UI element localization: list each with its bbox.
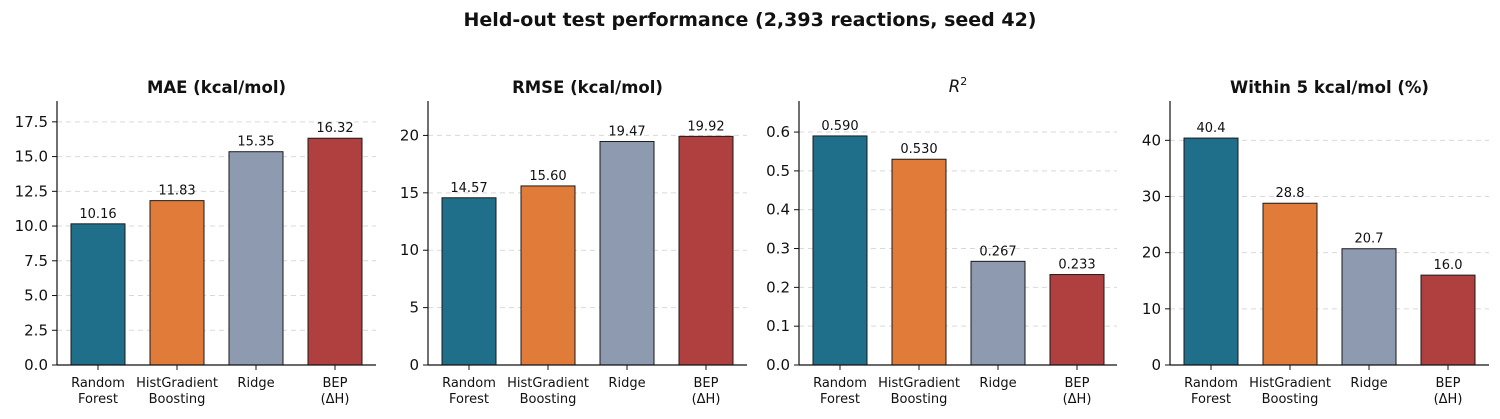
chart-panel-2: 14.57 Random Forest 15.60 HistGradient Boosti… xyxy=(400,78,747,407)
data-label: 16.0 xyxy=(1434,258,1463,273)
y-tick-label: 0 xyxy=(1151,356,1161,374)
x-tick-label: Ridge xyxy=(608,376,645,391)
panel-title: MAE (kcal/mol) xyxy=(147,78,286,97)
y-tick-label: 30 xyxy=(1142,187,1161,205)
x-tick-label: Random Forest xyxy=(442,376,496,407)
bar-3 xyxy=(599,141,655,366)
x-tick-label: BEP (ΔH) xyxy=(692,376,721,407)
data-label: 10.16 xyxy=(79,207,116,222)
y-tick-label: 0.2 xyxy=(766,278,790,296)
y-tick-label: 7.5 xyxy=(24,252,48,270)
bar-4 xyxy=(678,135,734,366)
x-tick-label: Random Forest xyxy=(813,376,867,407)
y-tick-label: 0.1 xyxy=(766,317,790,335)
data-label: 40.4 xyxy=(1197,121,1226,136)
data-label: 11.83 xyxy=(158,184,195,199)
x-tick-label: Random Forest xyxy=(71,376,125,407)
data-label: 19.92 xyxy=(687,119,724,134)
bar-4 xyxy=(307,137,363,366)
y-tick-label: 15.0 xyxy=(15,148,48,166)
data-label: 14.57 xyxy=(450,181,487,196)
x-tick-label: Ridge xyxy=(979,376,1016,391)
x-tick-label: HistGradient Boosting xyxy=(507,376,589,407)
bar-2 xyxy=(1262,202,1318,366)
y-tick-label: 5 xyxy=(409,299,419,317)
data-label: 20.7 xyxy=(1355,232,1384,247)
x-tick-label: HistGradient Boosting xyxy=(136,376,218,407)
y-tick-label: 0.3 xyxy=(766,240,790,258)
bar-1 xyxy=(812,135,868,366)
chart-panel-4: 40.4 Random Forest 28.8 HistGradient Boosting… xyxy=(1142,78,1489,407)
figure-title: Held-out test performance (2,393 reactio… xyxy=(464,9,1037,31)
y-tick-label: 20 xyxy=(400,126,419,144)
chart-panel-1: 10.16 Random Forest 11.83 HistGradient Boosti… xyxy=(15,78,376,407)
data-label: 0.267 xyxy=(979,244,1016,259)
panel-title: Within 5 kcal/mol (%) xyxy=(1230,78,1429,97)
bar-2 xyxy=(149,200,205,366)
x-tick-label: Random Forest xyxy=(1184,376,1238,407)
x-tick-label: Ridge xyxy=(1350,376,1387,391)
data-label: 0.590 xyxy=(821,119,858,134)
y-tick-label: 0.0 xyxy=(24,356,48,374)
y-tick-label: 0.0 xyxy=(766,356,790,374)
y-tick-label: 5.0 xyxy=(24,287,48,305)
data-label: 0.530 xyxy=(900,142,937,157)
bar-3 xyxy=(228,151,284,366)
y-tick-label: 0.4 xyxy=(766,201,790,219)
x-tick-label: HistGradient Boosting xyxy=(878,376,960,407)
y-tick-label: 20 xyxy=(1142,244,1161,262)
data-label: 28.8 xyxy=(1276,186,1305,201)
y-tick-label: 0 xyxy=(409,356,419,374)
y-tick-label: 2.5 xyxy=(24,321,48,339)
bar-4 xyxy=(1420,274,1476,366)
y-tick-label: 40 xyxy=(1142,131,1161,149)
chart-panel-3: 0.590 Random Forest 0.530 HistGradient Boosti… xyxy=(766,75,1117,407)
chart-panels: 10.16 Random Forest 11.83 HistGradient Boosti… xyxy=(15,75,1489,407)
bar-3 xyxy=(1341,248,1397,366)
y-tick-label: 12.5 xyxy=(15,182,48,200)
bar-1 xyxy=(441,197,497,366)
panel-title: R2 xyxy=(949,75,967,96)
y-tick-label: 10.0 xyxy=(15,217,48,235)
x-tick-label: BEP (ΔH) xyxy=(1434,376,1463,407)
panel-title: RMSE (kcal/mol) xyxy=(512,78,663,97)
bar-4 xyxy=(1049,274,1105,366)
data-label: 19.47 xyxy=(608,125,645,140)
data-label: 15.35 xyxy=(237,135,274,150)
bar-2 xyxy=(520,185,576,366)
x-tick-label: BEP (ΔH) xyxy=(321,376,350,407)
y-tick-label: 0.6 xyxy=(766,123,790,141)
x-tick-label: BEP (ΔH) xyxy=(1063,376,1092,407)
bar-1 xyxy=(70,223,126,366)
bar-2 xyxy=(891,158,947,366)
y-tick-label: 10 xyxy=(400,241,419,259)
y-tick-label: 10 xyxy=(1142,300,1161,318)
data-label: 16.32 xyxy=(316,121,353,136)
x-tick-label: Ridge xyxy=(237,376,274,391)
data-label: 15.60 xyxy=(529,169,566,184)
y-tick-label: 15 xyxy=(400,184,419,202)
data-label: 0.233 xyxy=(1058,258,1095,273)
x-tick-label: HistGradient Boosting xyxy=(1249,376,1331,407)
y-tick-label: 0.5 xyxy=(766,162,790,180)
bar-3 xyxy=(970,260,1026,366)
bar-1 xyxy=(1183,137,1239,366)
y-tick-label: 17.5 xyxy=(15,113,48,131)
